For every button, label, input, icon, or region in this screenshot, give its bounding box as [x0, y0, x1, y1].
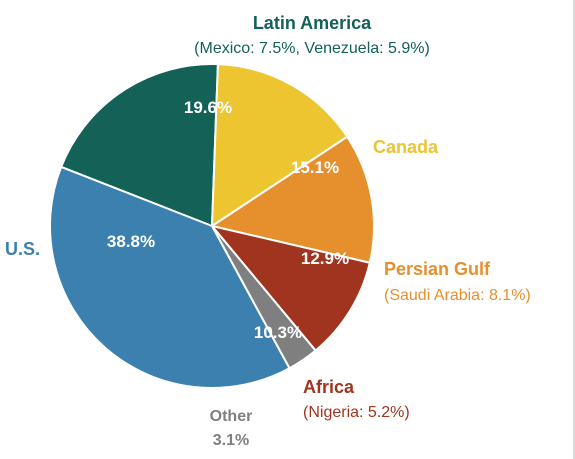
category-label-canada: Canada	[373, 137, 439, 157]
slice-latin	[60, 63, 219, 227]
category-sublabel-africa: (Nigeria: 5.2%)	[303, 404, 410, 421]
slice-africa	[211, 225, 371, 352]
value-label-us: 38.8%	[107, 232, 155, 251]
slice-us	[49, 165, 291, 389]
value-label-persian: 12.9%	[301, 249, 349, 268]
category-label-us: U.S.	[5, 239, 40, 259]
value-label-africa: 10.3%	[254, 323, 302, 342]
right-border	[573, 0, 575, 459]
category-sublabel-persian: (Saudi Arabia: 8.1%)	[384, 287, 531, 304]
category-label-latin: Latin America	[253, 13, 372, 33]
slice-persian	[211, 135, 375, 264]
value-label-canada: 15.1%	[291, 158, 339, 177]
category-sublabel-latin: (Mexico: 7.5%, Venezuela: 5.9%)	[194, 40, 430, 57]
category-label-other: Other	[210, 408, 253, 425]
slice-canada	[211, 63, 349, 227]
category-label-persian: Persian Gulf	[384, 259, 491, 279]
pie-slices	[49, 63, 375, 389]
category-label-africa: Africa	[303, 377, 355, 397]
value-label-latin: 19.6%	[184, 98, 232, 117]
value-label-other: 3.1%	[213, 432, 249, 449]
